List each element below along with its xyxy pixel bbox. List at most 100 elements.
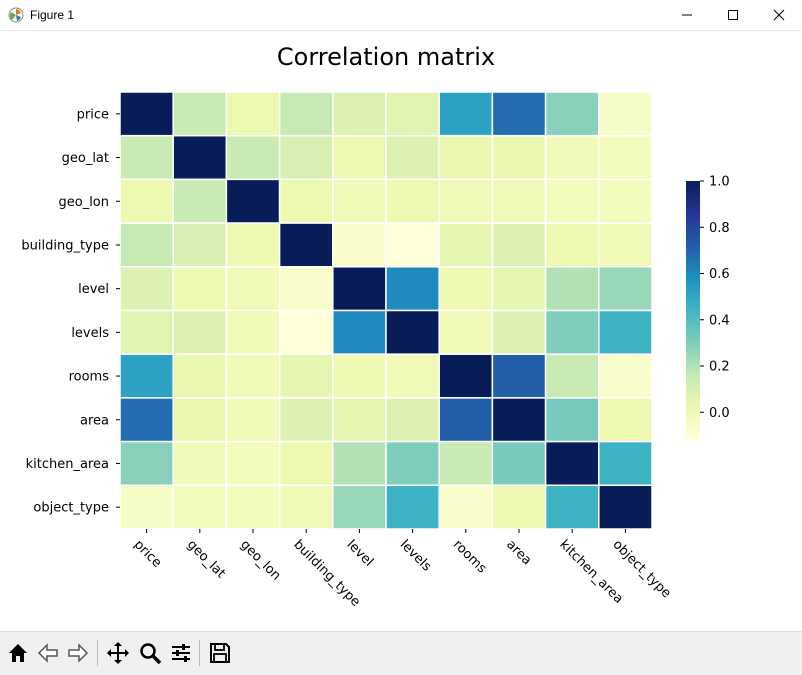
heatmap-cell — [225, 91, 281, 137]
heatmap-cell — [119, 266, 174, 312]
heatmap-cell — [332, 309, 387, 355]
heatmap-cell — [225, 266, 281, 312]
y-tick-label: object_type — [33, 501, 109, 516]
heatmap-cell — [491, 309, 547, 355]
save-button[interactable] — [205, 638, 235, 668]
maximize-icon — [728, 10, 738, 20]
heatmap-cell — [225, 353, 281, 399]
heatmap-cell — [598, 484, 653, 530]
heatmap-cell — [172, 222, 228, 268]
heatmap-cell — [172, 309, 228, 355]
heatmap-cell — [385, 309, 440, 355]
heatmap-cell — [278, 309, 334, 355]
x-tick-label: levels — [397, 537, 434, 574]
heatmap-cell — [544, 91, 600, 137]
configure-subplots-icon — [172, 644, 190, 662]
heatmap-cell — [332, 178, 387, 224]
x-tick-label: area — [503, 537, 534, 568]
minimize-button[interactable] — [664, 0, 710, 30]
heatmap-cell — [385, 266, 440, 312]
y-tick-label: geo_lat — [62, 151, 109, 166]
maximize-button[interactable] — [710, 0, 756, 30]
configure-subplots-button[interactable] — [166, 638, 196, 668]
heatmap-cell — [438, 440, 494, 487]
heatmap-cell — [119, 91, 174, 137]
pan-button[interactable] — [103, 638, 133, 668]
heatmap-cell — [225, 309, 281, 355]
back-button[interactable] — [33, 638, 63, 668]
heatmap-cell — [172, 178, 228, 224]
home-button[interactable] — [3, 638, 33, 668]
heatmap-cell — [385, 353, 440, 399]
heatmap-cell — [544, 397, 600, 443]
heatmap-cell — [544, 440, 600, 487]
zoom-button[interactable] — [135, 638, 165, 668]
heatmap-cell — [172, 440, 228, 487]
heatmap-cell — [598, 91, 653, 137]
y-tick-label: level — [78, 282, 109, 297]
minimize-icon — [682, 14, 692, 16]
heatmap-cell — [332, 440, 387, 487]
y-tick-label: levels — [71, 326, 109, 341]
heatmap-cell — [225, 222, 281, 268]
colorbar: 1.0 0.8 0.6 0.4 0.2 0.0 — [686, 175, 730, 440]
pan-icon — [107, 642, 129, 664]
heatmap-cells — [119, 91, 653, 530]
heatmap-cell — [278, 484, 334, 530]
heatmap-cell — [491, 484, 547, 530]
y-tick-label: building_type — [21, 238, 109, 253]
heatmap-cell — [332, 266, 387, 312]
heatmap-cell — [544, 134, 600, 181]
heatmap-cell — [119, 134, 174, 181]
heatmap-cell — [332, 222, 387, 268]
heatmap-cell — [225, 178, 281, 224]
heatmap-cell — [225, 484, 281, 530]
heatmap-cell — [278, 440, 334, 487]
heatmap-cell — [544, 266, 600, 312]
heatmap-cell — [438, 309, 494, 355]
zoom-icon — [140, 643, 162, 665]
heatmap-cell — [119, 353, 174, 399]
heatmap-cell — [598, 440, 653, 487]
forward-icon — [68, 643, 89, 663]
heatmap-cell — [119, 222, 174, 268]
navigation-toolbar — [0, 631, 802, 675]
heatmap-cell — [278, 397, 334, 443]
heatmap-cell — [544, 178, 600, 224]
heatmap-cell — [491, 440, 547, 487]
heatmap-cell — [385, 134, 440, 181]
heatmap-cell — [598, 134, 653, 181]
heatmap-cell — [544, 222, 600, 268]
heatmap-cell — [172, 266, 228, 312]
window-title: Figure 1 — [30, 8, 75, 22]
heatmap-cell — [119, 397, 174, 443]
forward-button[interactable] — [63, 638, 93, 668]
heatmap-cell — [385, 397, 440, 443]
heatmap-cell — [332, 91, 387, 137]
heatmap-cell — [119, 484, 174, 530]
colorbar-gradient — [686, 181, 700, 440]
figure-canvas[interactable]: Correlation matrix price geo_lat geo_lon bu… — [0, 31, 802, 631]
colorbar-tick-label: 0.2 — [709, 360, 730, 375]
x-tick-label: rooms — [450, 537, 489, 576]
x-tick-label: geo_lon — [237, 537, 283, 583]
heatmap-cell — [385, 222, 440, 268]
heatmap-cell — [172, 353, 228, 399]
back-icon — [37, 643, 58, 663]
heatmap-cell — [278, 178, 334, 224]
heatmap-cell — [172, 91, 228, 137]
colorbar-tick-label: 0.8 — [709, 221, 730, 236]
heatmap-cell — [332, 397, 387, 443]
heatmap-cell — [438, 397, 494, 443]
heatmap-cell — [438, 266, 494, 312]
colorbar-tick-label: 0.6 — [709, 267, 730, 282]
heatmap-cell — [491, 397, 547, 443]
toolbar-separator — [199, 640, 200, 666]
close-button[interactable] — [756, 0, 802, 30]
heatmap-cell — [491, 178, 547, 224]
window-titlebar: Figure 1 — [0, 0, 802, 31]
x-tick-label: geo_lat — [184, 537, 228, 581]
heatmap-cell — [491, 91, 547, 137]
heatmap-cell — [598, 266, 653, 312]
heatmap-cell — [544, 353, 600, 399]
